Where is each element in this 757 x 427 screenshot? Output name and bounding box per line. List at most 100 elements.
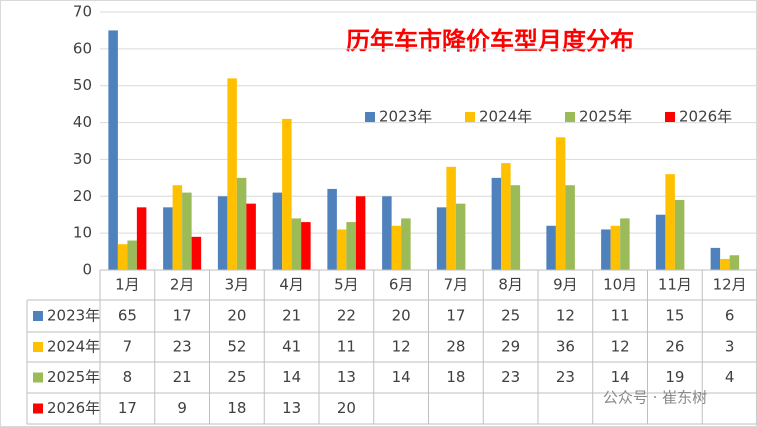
legend-key [465,112,475,122]
table-cell: 17 [173,307,192,325]
table-cell: 23 [501,368,520,386]
x-tick-label: 10月 [603,276,637,294]
table-row-label: 2024年 [47,338,100,356]
table-legend-key [33,372,43,383]
table-cell: 11 [337,338,356,356]
bar [355,196,366,270]
legend-label: 2026年 [679,108,732,126]
table-cell: 28 [446,338,465,356]
bar [117,244,128,270]
bar [136,207,147,270]
table-cell: 11 [611,307,630,325]
table-cell: 20 [227,307,246,325]
legend-key [365,112,375,122]
bar [191,236,202,270]
table-cell: 17 [446,307,465,325]
x-tick-label: 6月 [389,276,414,294]
y-tick-label: 30 [73,150,92,168]
x-tick-label: 2月 [170,276,195,294]
x-tick-label: 11月 [658,276,692,294]
y-tick-label: 40 [73,113,92,131]
bar [391,225,402,270]
bar [720,258,730,270]
table-cell: 17 [118,399,137,417]
bar [436,207,447,270]
table-cell: 14 [611,368,630,386]
table-cell: 22 [337,307,356,325]
bar [510,185,521,270]
bar [601,229,611,270]
bar [655,214,666,270]
bar [729,255,740,270]
table-cell: 36 [556,338,575,356]
table-cell: 52 [227,338,246,356]
x-tick-label: 8月 [498,276,523,294]
legend-key [665,112,675,122]
table-legend-key [33,342,43,352]
table-cell: 15 [665,307,684,325]
bar [301,222,311,270]
bar [272,192,283,270]
table-cell: 23 [173,338,192,356]
bar [182,192,192,270]
bar [401,218,411,270]
bar [674,199,685,270]
legend-key [565,112,575,122]
legend-label: 2025年 [579,108,632,126]
bar [336,229,347,270]
table-cell: 18 [227,399,246,417]
table-cell: 21 [173,368,192,386]
x-tick-label: 1月 [115,276,140,294]
bar [565,185,575,270]
y-tick-label: 20 [73,187,92,205]
table-cell: 23 [556,368,575,386]
y-tick-label: 60 [73,39,92,57]
bar [665,174,675,270]
x-tick-label: 4月 [279,276,304,294]
table-cell: 14 [392,368,411,386]
table-cell: 25 [501,307,520,325]
table-cell: 14 [282,368,301,386]
y-tick-label: 50 [73,76,92,94]
legend-label: 2024年 [479,108,532,126]
x-tick-label: 9月 [553,276,578,294]
bar [455,203,466,270]
x-tick-label: 7月 [444,276,469,294]
x-tick-label: 12月 [713,276,747,294]
table-cell: 12 [392,338,411,356]
table-cell: 7 [123,338,133,356]
y-tick-label: 0 [82,261,92,279]
table-cell: 65 [118,307,137,325]
x-tick-label: 5月 [334,276,359,294]
watermark: 公众号 · 崔东树 [603,389,707,407]
bar [217,196,228,270]
table-row-label: 2026年 [47,399,100,417]
bar [501,163,511,270]
table-legend-key [33,403,43,414]
table-row-label: 2025年 [47,368,100,386]
bar [246,203,256,270]
bar [446,166,456,270]
bar [127,240,137,270]
bar [172,185,183,270]
table-cell: 41 [282,338,301,356]
table-cell: 13 [337,368,356,386]
table-cell: 3 [725,338,735,356]
bar [282,118,292,270]
bar [491,177,502,270]
bar [346,222,356,270]
bar [236,177,247,270]
table-cell: 26 [665,338,684,356]
table-cell: 13 [282,399,301,417]
table-cell: 6 [725,307,735,325]
bar [710,247,721,270]
table-cell: 12 [611,338,630,356]
table-cell: 20 [337,399,356,417]
bar [227,78,237,270]
bar [163,207,173,270]
bar [108,30,118,270]
bar [555,137,566,270]
table-cell: 19 [665,368,684,386]
legend-label: 2023年 [379,108,432,126]
